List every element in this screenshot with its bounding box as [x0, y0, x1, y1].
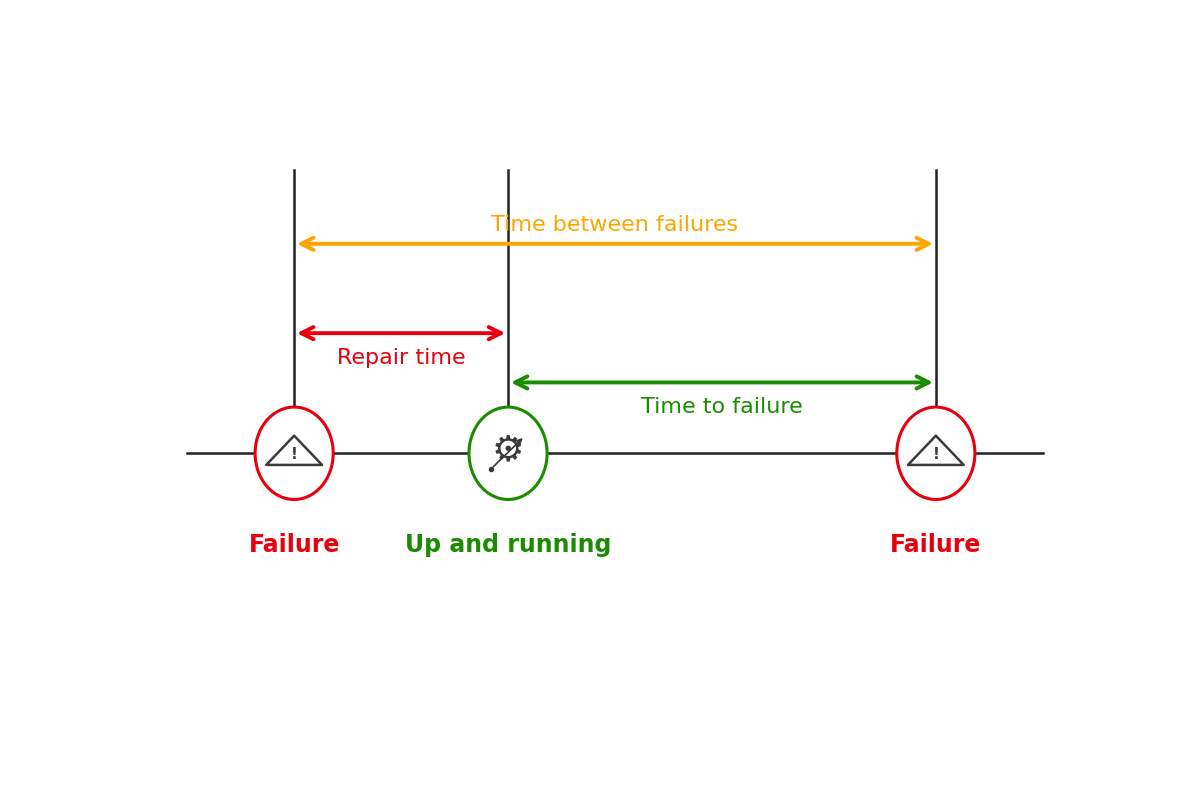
Text: Failure: Failure — [248, 534, 340, 558]
Ellipse shape — [256, 407, 334, 499]
Text: Repair time: Repair time — [337, 348, 466, 368]
Text: Time between failures: Time between failures — [492, 215, 738, 235]
Ellipse shape — [896, 407, 974, 499]
Text: Up and running: Up and running — [404, 534, 611, 558]
Text: !: ! — [932, 447, 940, 462]
Text: !: ! — [290, 447, 298, 462]
Ellipse shape — [469, 407, 547, 499]
Text: ⚙: ⚙ — [492, 434, 524, 467]
Text: Time to failure: Time to failure — [641, 397, 803, 417]
Text: Failure: Failure — [890, 534, 982, 558]
